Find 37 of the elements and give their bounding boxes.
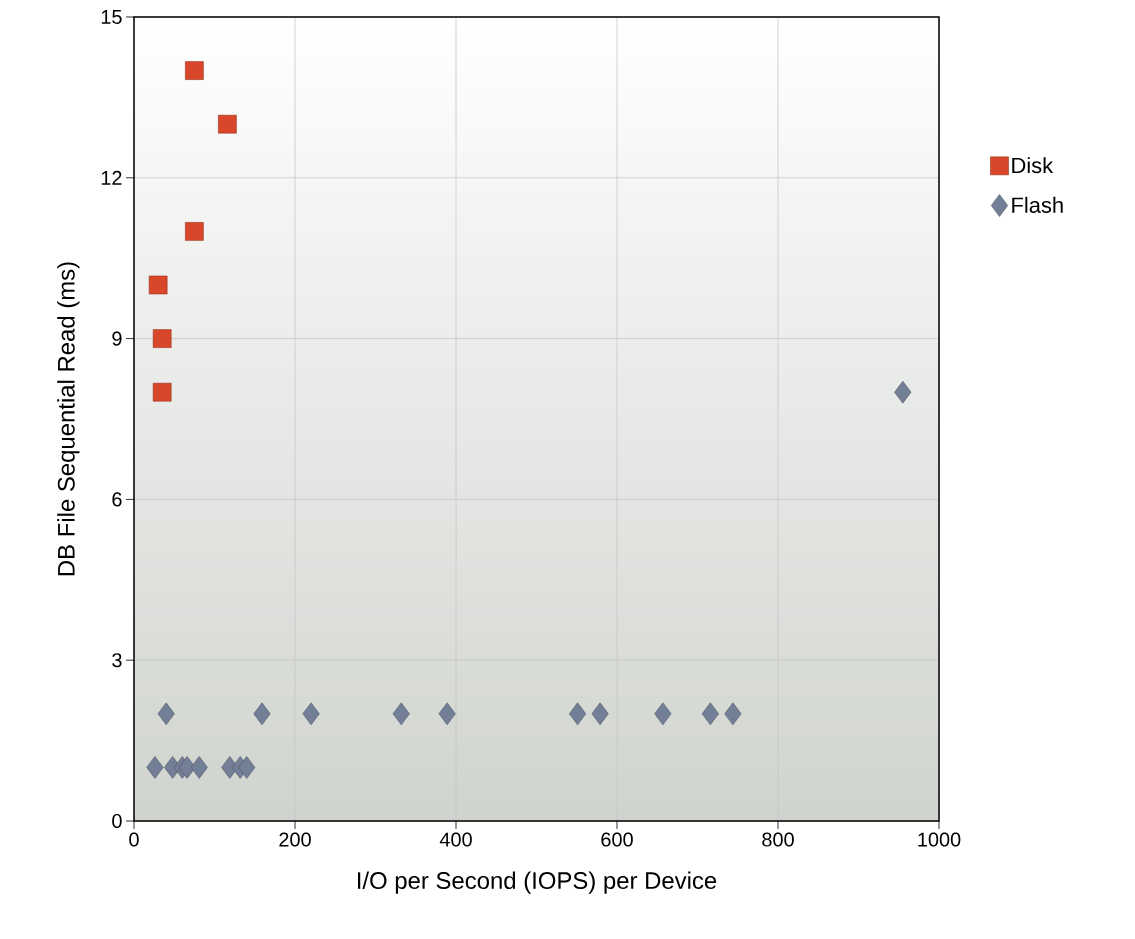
y-tick-label: 15 [101, 10, 122, 24]
legend-label: Disk [1012, 157, 1054, 174]
y-tick-label: 3 [112, 653, 122, 668]
point [569, 702, 587, 726]
point [894, 380, 912, 404]
y-tick-label: 6 [112, 492, 122, 507]
x-tick-label: 0 [129, 832, 139, 847]
point [190, 756, 208, 779]
point [185, 222, 204, 241]
x-tick-label: 1000 [918, 832, 961, 847]
point [185, 61, 204, 80]
point [152, 382, 172, 402]
y-axis-title: DB File Sequential Read (ms) [57, 262, 80, 576]
point [701, 702, 719, 726]
point [238, 756, 256, 779]
point [146, 756, 164, 779]
point [654, 702, 672, 726]
y-tick-label: 0 [112, 813, 122, 829]
point [302, 702, 320, 726]
point [178, 756, 196, 779]
point [392, 702, 410, 726]
point [148, 275, 168, 295]
legend-label: Flash [1012, 196, 1063, 213]
point [253, 702, 271, 726]
point [591, 702, 609, 726]
x-tick-label: 600 [601, 832, 633, 847]
x-axis-title: I/O per Second (IOPS) per Device [357, 871, 717, 894]
point [218, 114, 237, 134]
x-tick-label: 800 [762, 832, 794, 847]
y-tick-label: 12 [101, 170, 122, 185]
y-tick-label: 9 [112, 331, 122, 346]
point [152, 329, 172, 348]
point [724, 702, 742, 726]
x-tick-label: 400 [439, 832, 472, 847]
point [157, 702, 175, 726]
x-tick-label: 200 [279, 832, 311, 847]
point [438, 702, 456, 726]
